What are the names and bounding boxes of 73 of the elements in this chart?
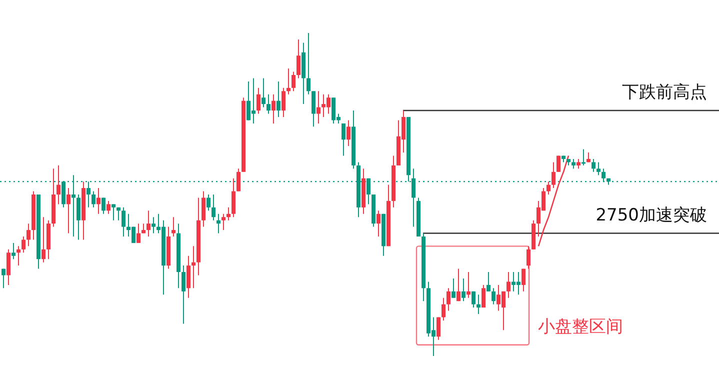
candlestick <box>116 206 120 221</box>
candlestick <box>172 216 176 237</box>
candlestick <box>232 178 236 218</box>
candlestick <box>12 242 16 260</box>
candlestick <box>342 122 346 156</box>
candlestick <box>492 288 496 305</box>
candlestick <box>16 246 20 266</box>
candlestick <box>286 68 290 95</box>
candlestick <box>112 204 116 221</box>
candlestick <box>376 210 380 237</box>
ref-line-label: 2750加速突破 <box>596 205 707 226</box>
candlestick <box>182 265 186 324</box>
candlestick <box>276 80 280 118</box>
candlestick <box>306 32 310 95</box>
candlestick <box>6 248 10 286</box>
candlestick <box>592 158 596 172</box>
candlestick <box>202 190 206 228</box>
candlestick <box>462 278 466 302</box>
candlestick <box>526 246 530 270</box>
candlestick <box>222 213 226 231</box>
candlestick <box>206 194 210 212</box>
candlestick <box>236 168 240 192</box>
candlestick <box>466 272 470 298</box>
candlestick <box>476 294 480 315</box>
candlestick <box>152 216 156 234</box>
candlestick <box>522 268 526 292</box>
candlestick <box>472 290 476 308</box>
candlestick <box>66 188 70 234</box>
candlestick <box>96 188 100 214</box>
candlestick <box>546 181 550 195</box>
candlestick <box>122 206 126 237</box>
candlestick <box>456 268 460 302</box>
candlestick <box>22 236 26 254</box>
candlestick <box>292 71 296 92</box>
candlestick <box>452 278 456 298</box>
candlestick <box>42 216 46 263</box>
candlestick <box>136 223 140 244</box>
candlestick <box>256 87 260 114</box>
candlestick <box>226 206 230 221</box>
candlestick <box>56 164 60 205</box>
candlestick <box>436 316 440 340</box>
candlestick <box>446 288 450 312</box>
candlestick <box>346 120 350 147</box>
candlestick <box>186 255 190 298</box>
candlestick <box>212 194 216 221</box>
candlestick <box>106 200 110 214</box>
candlestick <box>316 90 320 124</box>
annotation: 小盘整区间 <box>538 316 623 337</box>
candlestick <box>262 78 266 108</box>
candlestick <box>192 246 196 289</box>
candlestick <box>266 94 270 114</box>
candlestick <box>582 148 586 166</box>
candlestick <box>282 87 286 118</box>
candlestick <box>2 268 6 289</box>
candlestick <box>272 94 276 124</box>
candlestick <box>92 190 96 208</box>
candlestick <box>576 158 580 170</box>
candlestick <box>102 197 106 214</box>
candlestick <box>572 158 576 170</box>
candlestick <box>26 223 30 247</box>
candlestick <box>506 272 510 298</box>
candlestick <box>296 38 300 79</box>
candlestick <box>442 297 446 321</box>
candlestick <box>552 162 556 189</box>
candlestick <box>216 213 220 234</box>
ref-line-label: 下跌前高点 <box>622 82 707 103</box>
candlestick <box>482 284 486 308</box>
candlestick <box>142 223 146 234</box>
candlestick <box>486 272 490 292</box>
candlestick <box>146 210 150 237</box>
candlestick <box>76 194 80 240</box>
candlestick <box>596 162 600 176</box>
candlestick <box>312 90 316 128</box>
